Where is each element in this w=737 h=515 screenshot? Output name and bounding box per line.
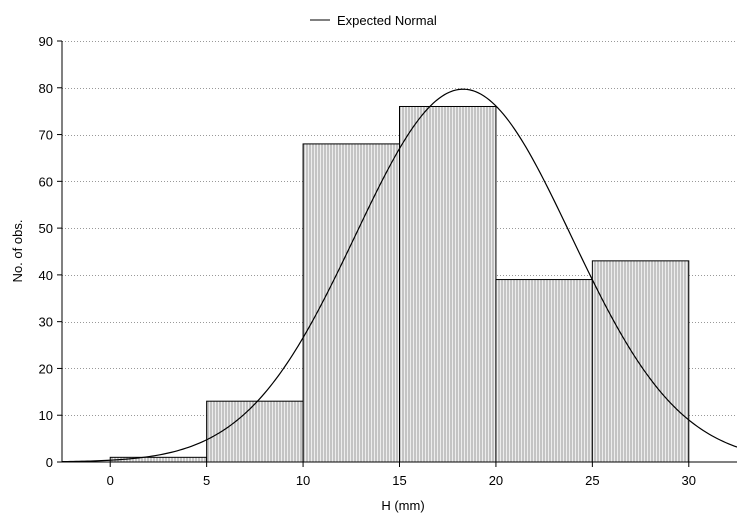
bar-10-15 [302, 143, 401, 463]
y-tick-label-30: 30 [39, 315, 53, 330]
x-tick-label-10: 10 [296, 473, 310, 488]
y-axis-title: No. of obs. [10, 220, 25, 283]
bar-5-10 [206, 400, 304, 463]
y-tick-label-70: 70 [39, 128, 53, 143]
bar-20-25 [495, 279, 593, 463]
x-tick-label-0: 0 [107, 473, 114, 488]
y-tick-label-80: 80 [39, 81, 53, 96]
bars [109, 105, 690, 463]
y-tick-label-10: 10 [39, 408, 53, 423]
expected-normal-line [62, 88, 737, 462]
x-tick-label-30: 30 [682, 473, 696, 488]
x-tick-label-15: 15 [392, 473, 406, 488]
y-tick-label-0: 0 [46, 455, 53, 470]
y-tick-label-40: 40 [39, 268, 53, 283]
x-tick-label-5: 5 [203, 473, 210, 488]
y-tick-label-90: 90 [39, 34, 53, 49]
y-axis-ticks: 0 10 20 30 40 50 60 70 80 90 [39, 34, 62, 470]
bar-25-30 [591, 260, 690, 463]
legend: Expected Normal [310, 13, 437, 28]
legend-label: Expected Normal [337, 13, 437, 28]
y-tick-label-50: 50 [39, 221, 53, 236]
x-tick-label-25: 25 [585, 473, 599, 488]
x-tick-label-20: 20 [489, 473, 503, 488]
x-axis-ticks: 0 5 10 15 20 25 30 [107, 462, 696, 488]
y-tick-label-20: 20 [39, 361, 53, 376]
bar-15-20 [399, 105, 497, 463]
y-tick-label-60: 60 [39, 174, 53, 189]
x-axis-title: H (mm) [381, 498, 424, 513]
normal-curve [62, 88, 737, 462]
